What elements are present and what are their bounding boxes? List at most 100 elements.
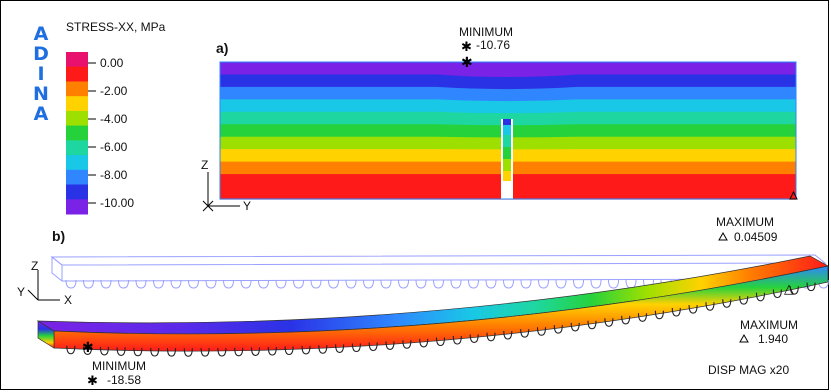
support-symbol	[755, 292, 766, 302]
support-symbol	[380, 279, 392, 289]
support-symbol	[469, 334, 479, 343]
legend-swatch	[66, 125, 88, 141]
support-symbol	[604, 318, 614, 327]
support-symbol	[363, 279, 374, 289]
support-symbol	[284, 346, 294, 356]
support-symbol	[398, 279, 409, 289]
deformed-supports	[66, 282, 816, 357]
support-symbol	[688, 305, 698, 314]
support-symbol	[166, 348, 177, 357]
support-symbol	[301, 345, 311, 355]
minimum-label-a: MINIMUM	[459, 25, 513, 39]
panel-a-outline	[219, 61, 797, 200]
maximum-marker-b-icon: △	[784, 282, 794, 297]
support-symbol	[486, 332, 496, 342]
support-symbol	[608, 279, 619, 289]
minimum-marker-b-icon: ✱	[82, 340, 94, 356]
support-symbol	[503, 279, 514, 289]
support-symbol	[335, 344, 345, 353]
panel-a-label: a)	[216, 40, 229, 56]
support-symbol	[351, 343, 361, 353]
minimum-label-b: MINIMUM	[92, 359, 146, 373]
panel-b-axes	[27, 270, 60, 301]
support-symbol	[468, 279, 479, 289]
logo-letter-d: D	[33, 43, 49, 65]
contour-band	[220, 86, 796, 102]
legend-tick-3: -6.00	[100, 140, 128, 154]
support-symbol	[789, 286, 799, 295]
logo-letter-i: I	[37, 63, 45, 85]
maximum-value-top: 0.04509	[734, 230, 778, 244]
support-symbol	[83, 279, 94, 289]
axis-z-a: Z	[201, 158, 209, 172]
legend-swatch	[66, 184, 88, 200]
support-symbol	[435, 337, 446, 347]
axis-y-b: Y	[17, 285, 26, 299]
logo-letter-n: N	[33, 83, 49, 105]
support-symbol	[806, 282, 816, 292]
support-symbol	[66, 345, 76, 355]
support-symbol	[553, 325, 563, 334]
support-symbol	[587, 320, 597, 330]
support-symbol	[520, 329, 530, 338]
support-symbol	[654, 310, 664, 320]
support-symbol	[772, 289, 782, 299]
support-symbol	[217, 347, 227, 357]
support-symbol	[99, 346, 109, 356]
maximum-label-icon-top	[718, 231, 728, 241]
support-symbol	[503, 330, 513, 340]
support-symbol	[415, 279, 427, 289]
legend-swatch	[66, 155, 88, 171]
support-symbol	[100, 279, 112, 289]
contour-band	[220, 62, 796, 78]
legend-swatch	[66, 169, 88, 185]
minimum-label-icon-a: ✱	[461, 40, 472, 55]
legend-tick-0: 0.00	[100, 56, 124, 70]
support-symbol	[188, 279, 199, 289]
legend-swatch	[66, 110, 88, 127]
support-symbol	[240, 279, 252, 289]
support-symbol	[705, 302, 715, 311]
support-symbol	[310, 279, 322, 289]
support-symbol	[538, 279, 549, 289]
support-symbol	[671, 307, 681, 317]
support-symbol	[200, 348, 210, 357]
legend-color-bar	[66, 52, 96, 215]
support-symbol	[402, 340, 412, 349]
support-symbol	[318, 345, 328, 354]
legend-tick-1: -2.00	[100, 84, 128, 98]
maximum-label-icon-right	[739, 333, 749, 343]
contour-band	[220, 99, 796, 114]
support-symbol	[223, 279, 234, 289]
support-symbol	[328, 279, 339, 289]
legend-swatch	[66, 140, 88, 156]
support-symbol	[234, 347, 244, 357]
support-symbol	[433, 279, 444, 289]
legend-swatch	[66, 81, 88, 97]
panel-a-axes	[202, 172, 240, 212]
support-symbol	[573, 279, 584, 289]
support-symbol	[637, 313, 648, 322]
support-symbol	[275, 279, 287, 289]
support-symbol	[170, 279, 182, 289]
minimum-value-b: -18.58	[107, 373, 142, 387]
legend-tick-2: -4.00	[100, 112, 128, 126]
contour-band	[220, 111, 796, 126]
maximum-value-right: 1.940	[758, 332, 789, 346]
support-symbol	[135, 279, 147, 289]
support-symbol	[153, 279, 164, 289]
support-symbol	[205, 279, 217, 289]
legend-tick-5: -10.00	[100, 196, 135, 210]
legend-title: STRESS-XX, MPa	[66, 20, 166, 34]
minimum-marker-a-icon: ✱	[461, 55, 473, 71]
axis-z-b: Z	[31, 259, 39, 273]
legend-swatch	[66, 199, 88, 215]
support-symbol	[293, 279, 304, 289]
support-symbol	[116, 347, 126, 356]
adina-logo: A D I N A	[26, 24, 56, 124]
support-symbol	[368, 342, 378, 352]
support-symbol	[739, 296, 749, 305]
legend-swatch	[66, 66, 88, 82]
legend-swatch	[66, 52, 88, 68]
